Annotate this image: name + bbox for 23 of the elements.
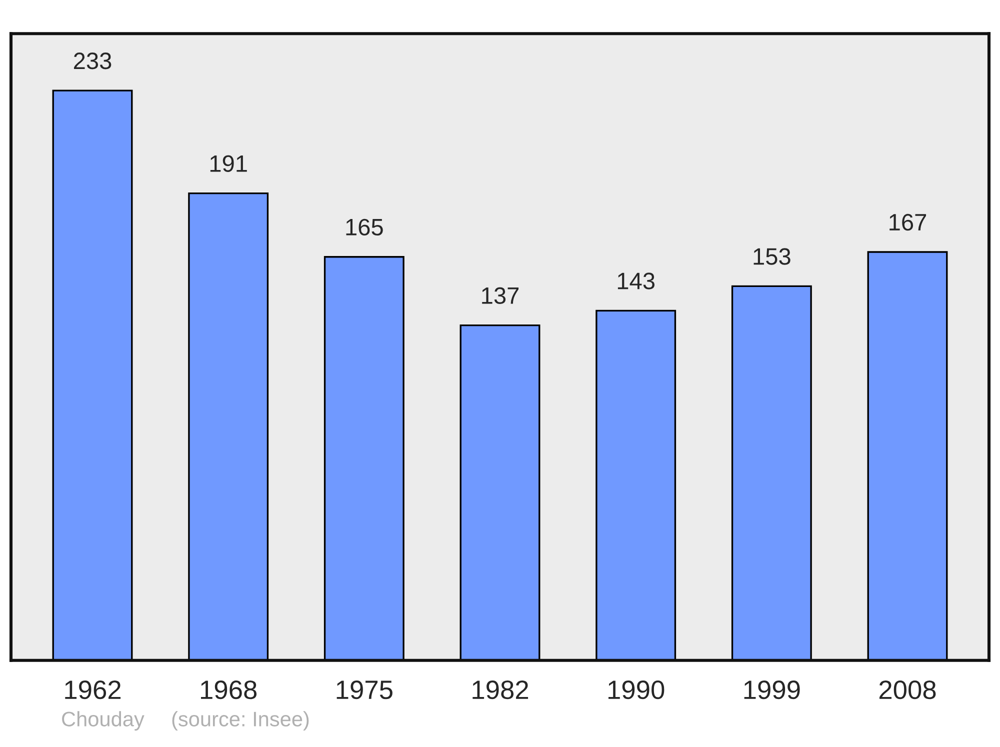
bar	[324, 256, 404, 660]
bar	[596, 310, 676, 660]
x-tick-label: 1999	[744, 680, 800, 700]
data-label: 165	[346, 218, 383, 236]
bar	[460, 324, 540, 660]
bar	[188, 192, 269, 660]
x-tick-label: 1982	[472, 680, 528, 700]
text: Chouday	[62, 711, 144, 731]
bar	[867, 251, 948, 660]
x-tick-label: 1962	[65, 680, 121, 700]
data-label: 153	[754, 248, 790, 265]
data-label: 167	[890, 214, 926, 231]
bar	[52, 90, 133, 660]
data-label: 143	[618, 272, 654, 290]
bar	[731, 285, 812, 660]
data-label: 137	[482, 287, 519, 304]
x-tick-label: 1975	[336, 680, 392, 700]
text: (source: Insee)	[172, 711, 309, 731]
data-label: 233	[74, 52, 112, 70]
x-tick-label: 1968	[200, 680, 257, 700]
x-tick-label: 2008	[879, 680, 936, 700]
data-label: 191	[210, 155, 247, 172]
x-tick-label: 1990	[608, 680, 664, 700]
